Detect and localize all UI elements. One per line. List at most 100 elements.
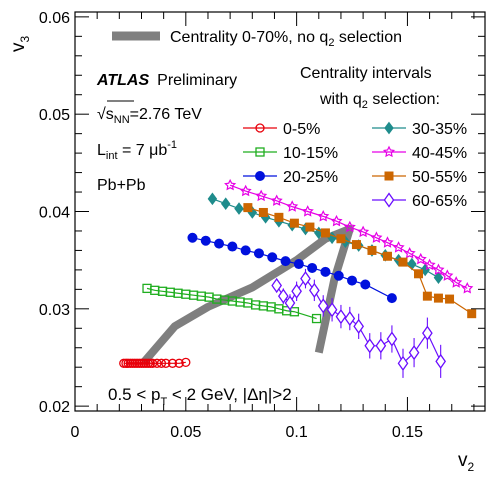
marker-circle-open (174, 358, 184, 368)
marker-diamond-open (422, 325, 433, 341)
y-axis-label-sub: 3 (18, 36, 32, 43)
marker-circle-open (161, 358, 171, 368)
marker-circle-filled (320, 266, 331, 277)
system-label: Pb+Pb (97, 177, 146, 194)
marker-star-open (403, 246, 416, 259)
legend-title-2-sub: 2 (362, 99, 368, 111)
legend-title-2-post: selection: (368, 91, 440, 108)
band-legend-label: Centrality 0-70%, no q2 selection (170, 29, 402, 49)
x-axis-label: v2 (458, 450, 475, 474)
kin-sub: T (160, 396, 167, 408)
marker-diamond-open (291, 283, 302, 299)
marker-circle-filled (267, 252, 278, 263)
marker-star-open (239, 184, 252, 197)
legend-title-2-pre: with q (319, 91, 362, 108)
marker-circle-filled (255, 171, 265, 181)
marker-diamond-open (335, 308, 347, 325)
marker-circle-filled (347, 275, 358, 286)
marker-square-filled (289, 218, 299, 228)
y-axis-label: v3 (8, 36, 32, 53)
series-40-45pct (224, 178, 474, 294)
tick-layer: 0 0.05 0.1 0.15 0.02 0.03 0.04 0.05 0.06 (39, 10, 485, 441)
marker-circle-filled (214, 238, 225, 249)
x-tick-label: 0.1 (285, 424, 307, 441)
marker-diamond-filled (220, 197, 231, 211)
legend-label: 60-65% (412, 193, 467, 210)
marker-star-open (330, 214, 343, 227)
marker-circle-filled (293, 259, 304, 270)
marker-diamond-open (284, 295, 296, 311)
marker-square-filled (336, 234, 346, 244)
band-legend-label-pre: Centrality 0-70%, no q (170, 29, 328, 46)
kin-pre: 0.5 < p (108, 385, 160, 404)
atlas-label: ATLAS Preliminary (96, 72, 237, 89)
series-10-15pct (142, 283, 322, 324)
marker-circle-filled (360, 279, 371, 290)
sqrt-symbol: √ (97, 106, 106, 123)
lumi-sub: int (106, 150, 118, 162)
marker-circle-filled (280, 256, 291, 267)
series-legend: 0-5% 10-15% 20-25% 30-35% 40-45% 50-55% 60-65% (243, 121, 467, 210)
legend-label: 20-25% (283, 169, 338, 186)
energy-value: =2.76 TeV (130, 106, 203, 123)
marker-circle-filled (240, 245, 251, 256)
marker-square-filled (433, 293, 443, 303)
legend-entry: 60-65% (372, 192, 467, 210)
x-axis-label-sub: 2 (468, 460, 475, 474)
kinematic-label: 0.5 < pT < 2 GeV, |Δη|>2 (108, 385, 292, 408)
marker-circle-filled (386, 293, 397, 304)
marker-circle-open (156, 358, 167, 368)
y-tick-label: 0.04 (39, 205, 70, 222)
marker-star-open (382, 145, 396, 158)
marker-diamond-open (317, 298, 329, 314)
legend-entry: 20-25% (243, 169, 338, 186)
marker-star-open (392, 241, 405, 253)
marker-square-filled (274, 212, 284, 222)
marker-circle-filled (333, 270, 344, 281)
sqrt-s: s (106, 106, 114, 123)
marker-square-filled (320, 228, 330, 238)
marker-star-open (423, 258, 436, 271)
x-tick-label: 0.05 (170, 424, 201, 441)
marker-diamond-open (309, 282, 320, 298)
marker-star-open (301, 205, 314, 217)
sqrt-sub: NN (114, 114, 130, 126)
marker-diamond-filled (207, 192, 218, 206)
marker-diamond-filled (433, 271, 444, 285)
series-line (146, 287, 317, 320)
marker-square-filled (351, 240, 361, 250)
marker-star-open (270, 194, 283, 206)
series-line (247, 207, 473, 315)
x-tick-label: 0 (71, 424, 80, 441)
lumi-label: Lint = 7 μb-1 (97, 139, 177, 162)
band-legend-label-post: selection (334, 29, 402, 46)
legend-label: 30-35% (412, 121, 467, 138)
marker-diamond-open (383, 192, 395, 208)
marker-square-filled (258, 207, 268, 217)
y-axis-label-main: v (8, 42, 29, 52)
marker-square-filled (467, 309, 477, 319)
marker-star-open (441, 269, 454, 281)
y-tick-label: 0.02 (39, 399, 70, 416)
legend-entry: 40-45% (372, 145, 467, 162)
legend-label: 40-45% (412, 145, 467, 162)
legend-title-1: Centrality intervals (300, 65, 432, 82)
legend-label: 0-5% (283, 121, 320, 138)
lumi-value: = 7 μb (118, 142, 168, 159)
marker-square-filled (414, 269, 424, 279)
legend-entry: 50-55% (372, 169, 467, 186)
series-0-5pct (119, 357, 191, 368)
energy-label: √sNN=2.76 TeV (97, 106, 202, 126)
marker-square-filled (445, 294, 455, 304)
marker-circle-filled (200, 235, 211, 246)
marker-diamond-open (344, 310, 356, 327)
marker-star-open (255, 189, 268, 202)
x-axis-label-main: v (458, 450, 468, 471)
lumi-l: L (97, 142, 106, 159)
marker-diamond-filled (384, 121, 394, 135)
marker-square-filled (367, 245, 377, 255)
marker-diamond-filled (234, 202, 244, 215)
series-60-65pct (271, 268, 447, 378)
